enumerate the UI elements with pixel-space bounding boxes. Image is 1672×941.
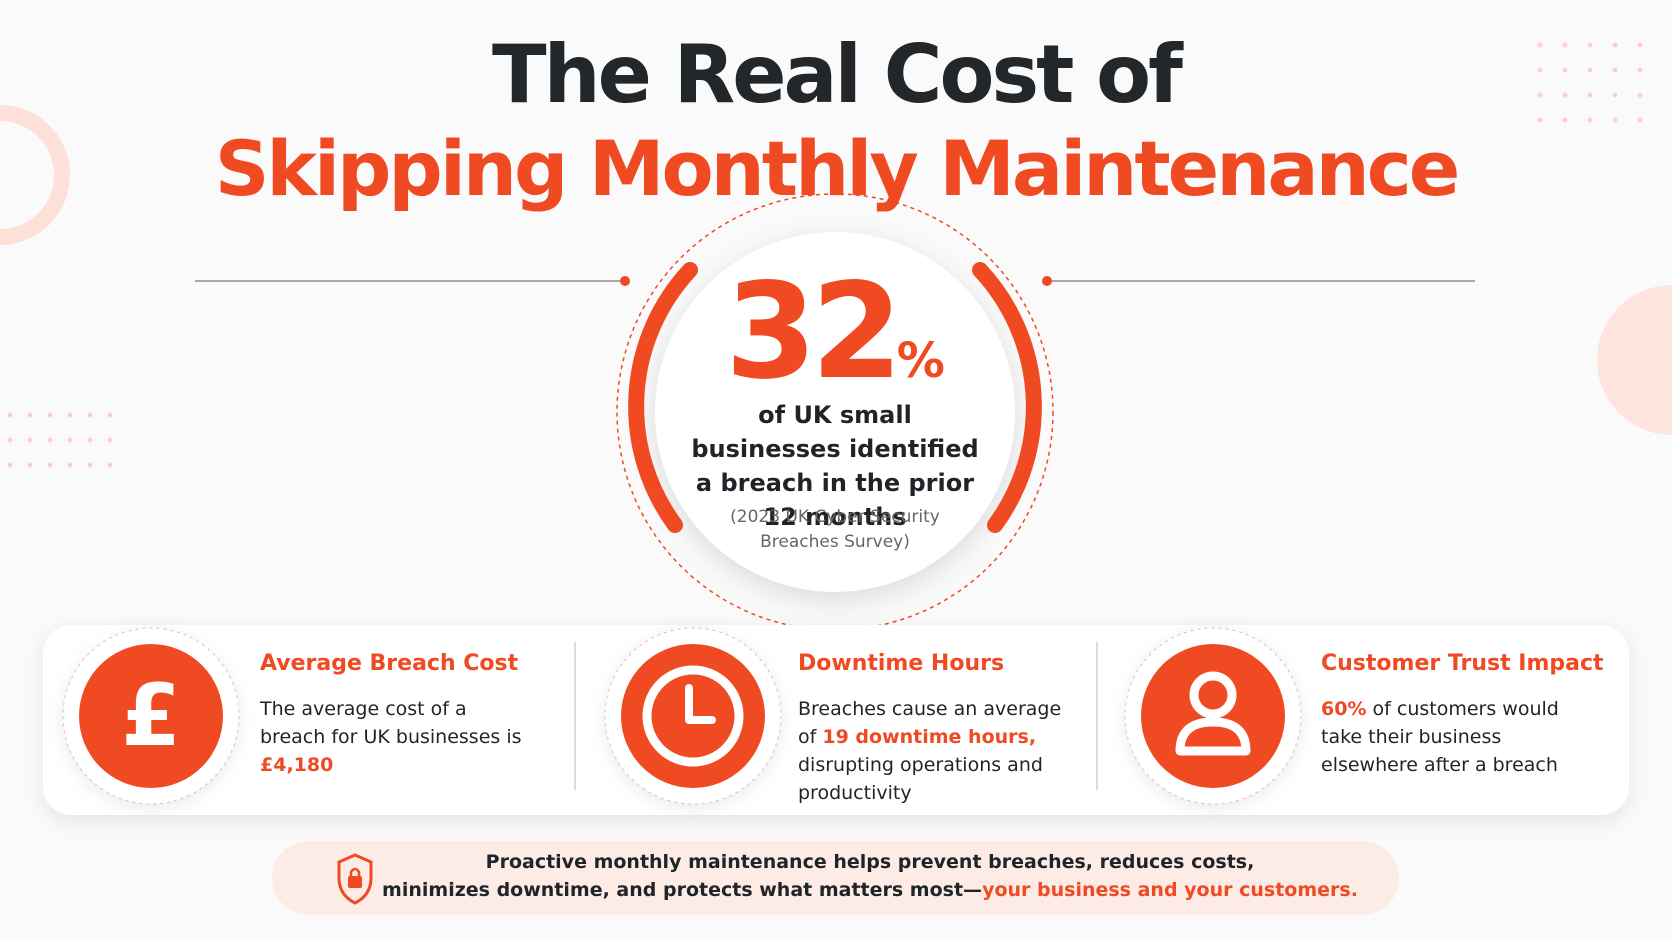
- deco-ring: [0, 105, 70, 245]
- text: minimizes downtime, and protects what ma…: [382, 879, 983, 901]
- card-text: The average cost of a breach for UK busi…: [260, 695, 535, 779]
- stat-text: of UK small businesses identified a brea…: [691, 401, 979, 531]
- rule-dot: [1042, 276, 1052, 286]
- highlight: 19 downtime hours,: [822, 726, 1037, 748]
- title-line: The Real Cost of: [492, 28, 1183, 121]
- pound-icon: £: [62, 627, 240, 805]
- title-line: Skipping Monthly Maintenance: [214, 124, 1461, 213]
- footer-text: Proactive monthly maintenance helps prev…: [340, 848, 1400, 904]
- arc: [972, 262, 1042, 533]
- rule-dot: [620, 276, 630, 286]
- card-title: Average Breach Cost: [260, 651, 519, 676]
- dashed-ring: [616, 193, 1054, 631]
- stat-number: 32: [725, 255, 903, 409]
- card-title: Customer Trust Impact: [1321, 651, 1604, 676]
- svg-text:£: £: [121, 666, 181, 766]
- stat-circle: [655, 232, 1015, 592]
- card-title: Downtime Hours: [798, 651, 1005, 676]
- stat-unit: %: [896, 333, 945, 389]
- card-text: 60% of customers would take their busine…: [1321, 695, 1596, 779]
- stat-value: 32%: [635, 255, 1035, 409]
- person-icon: [1124, 627, 1302, 805]
- text: The average cost of a breach for UK busi…: [260, 698, 522, 748]
- arc: [628, 262, 698, 533]
- card-icons: £: [62, 627, 1302, 805]
- text: Proactive monthly maintenance helps prev…: [485, 851, 1255, 873]
- highlight: your business and your customers.: [982, 879, 1358, 901]
- highlight: 60%: [1321, 698, 1367, 720]
- cards-panel: [43, 625, 1629, 815]
- footer-pill: [272, 841, 1399, 915]
- highlight: £4,180: [260, 754, 334, 776]
- text: of customers would take their business e…: [1321, 698, 1559, 776]
- stat-source: (2023 UK Cyber Security Breaches Survey): [730, 507, 940, 552]
- deco-dots: [7, 42, 1643, 468]
- deco-disc: [1597, 285, 1672, 435]
- card-text: Breaches cause an average of 19 downtime…: [798, 695, 1073, 807]
- shield: [337, 853, 373, 905]
- clock-icon: [604, 627, 782, 805]
- text: Breaches cause an average of: [798, 698, 1062, 748]
- text: disrupting operations and productivity: [798, 754, 1043, 804]
